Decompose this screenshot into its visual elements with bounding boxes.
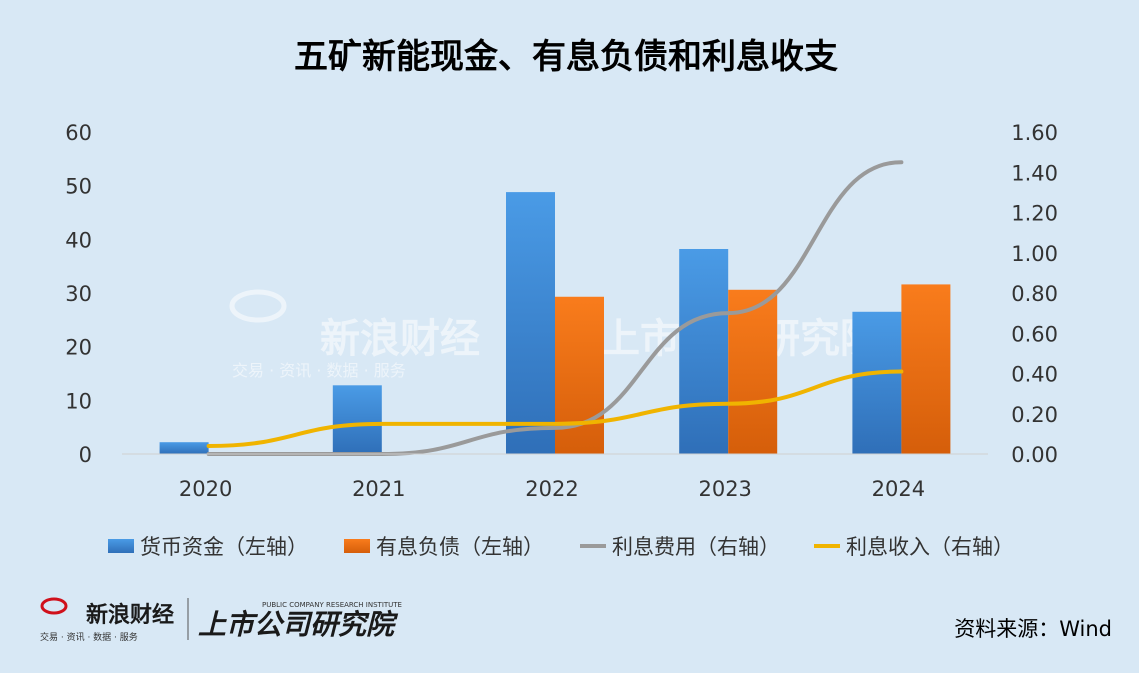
y-right-tick-label: 1.60 — [1011, 121, 1058, 145]
x-tick-label: 2024 — [872, 477, 925, 501]
y-axis-right: 0.00 0.20 0.40 0.60 0.80 1.00 1.20 1.40 1.60 — [1011, 121, 1058, 467]
x-tick-label: 2021 — [352, 477, 405, 501]
watermark-sina-text: 新浪财经 — [320, 316, 480, 362]
x-axis: 2020 2021 2022 2023 2024 — [122, 453, 988, 501]
y-right-tick-label: 0.60 — [1011, 322, 1058, 346]
y-left-tick-label: 50 — [65, 175, 92, 199]
y-left-tick-label: 30 — [65, 282, 92, 306]
y-right-tick-label: 1.00 — [1011, 242, 1058, 266]
bars-layer — [159, 192, 951, 454]
legend-label: 利息费用（右轴） — [612, 535, 780, 559]
sina-logo-icon — [40, 597, 68, 615]
legend-swatch-bar — [344, 539, 370, 553]
footer-logos: 新浪财经 交易 · 资讯 · 数据 · 服务 PUBLIC COMPANY RE… — [40, 597, 402, 643]
y-right-tick-label: 0.00 — [1011, 443, 1058, 467]
bar-debt-2024 — [901, 284, 951, 454]
source-note: 资料来源：Wind — [954, 617, 1112, 641]
line-series-interest-income — [206, 369, 904, 448]
chart-title: 五矿新能现金、有息负债和利息收支 — [294, 37, 838, 77]
y-right-tick-label: 0.20 — [1011, 403, 1058, 427]
legend-label: 货币资金（左轴） — [140, 535, 308, 559]
footer-institute-text: 上市公司研究院 — [198, 608, 399, 641]
bar-cash-2024 — [852, 311, 902, 454]
watermark: 新浪财经 交易 · 资讯 · 数据 · 服务 上市公司研究院 — [229, 289, 880, 380]
legend-swatch-bar — [108, 539, 134, 553]
footer-institute-en: PUBLIC COMPANY RESEARCH INSTITUTE — [262, 601, 402, 609]
y-left-tick-label: 10 — [65, 389, 92, 413]
footer-sina-sub: 交易 · 资讯 · 数据 · 服务 — [40, 631, 138, 643]
bar-cash-2023 — [679, 248, 729, 454]
legend-label: 有息负债（左轴） — [376, 535, 544, 559]
y-right-tick-label: 0.40 — [1011, 363, 1058, 387]
y-right-tick-label: 0.80 — [1011, 282, 1058, 306]
bar-debt-2023 — [728, 289, 778, 454]
legend-label: 利息收入（右轴） — [846, 535, 1014, 559]
footer-sina-text: 新浪财经 — [86, 602, 174, 628]
y-axis-left: 0 10 20 30 40 50 60 — [65, 121, 92, 467]
legend: 货币资金（左轴） 有息负债（左轴） 利息费用（右轴） 利息收入（右轴） — [108, 535, 1014, 559]
y-right-tick-label: 1.20 — [1011, 202, 1058, 226]
bar-cash-2020 — [159, 442, 209, 454]
x-tick-label: 2022 — [525, 477, 578, 501]
y-left-tick-label: 20 — [65, 336, 92, 360]
y-left-tick-label: 60 — [65, 121, 92, 145]
y-right-tick-label: 1.40 — [1011, 161, 1058, 185]
y-left-tick-label: 40 — [65, 228, 92, 252]
sina-eye-icon — [229, 289, 287, 323]
watermark-sina-sub: 交易 · 资讯 · 数据 · 服务 — [232, 361, 406, 380]
x-tick-label: 2020 — [179, 477, 232, 501]
y-left-tick-label: 0 — [79, 443, 92, 467]
bar-debt-2022 — [555, 296, 604, 454]
x-tick-label: 2023 — [698, 477, 751, 501]
bar-cash-2021 — [332, 385, 382, 454]
bar-cash-2022 — [506, 192, 555, 454]
